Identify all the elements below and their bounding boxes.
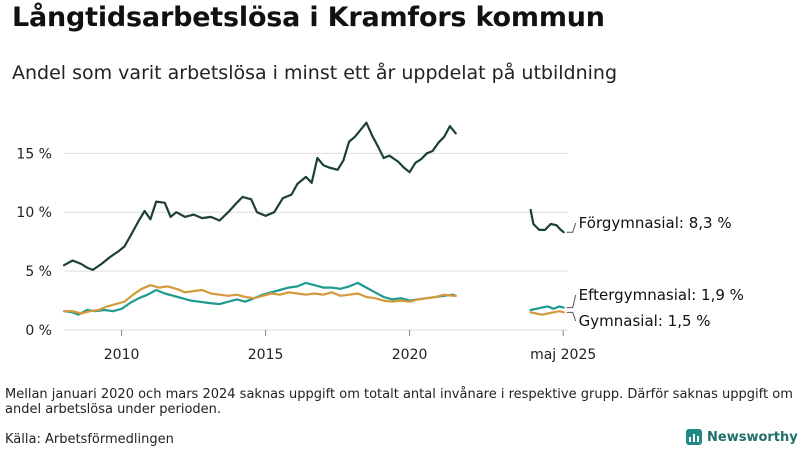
y-tick-label: 10 % xyxy=(16,205,52,221)
x-tick-label: maj 2025 xyxy=(530,347,596,363)
series-line-förgymnasial xyxy=(62,121,457,271)
series-line-eftergymnasial xyxy=(62,281,457,316)
x-tick-label: 2020 xyxy=(392,347,428,363)
brand-logo[interactable]: Newsworthy xyxy=(686,429,798,445)
series-line-förgymnasial xyxy=(529,208,565,234)
y-tick-label: 0 % xyxy=(25,323,52,339)
label-leader xyxy=(566,294,577,309)
chart-subtitle: Andel som varit arbetslösa i minst ett å… xyxy=(12,62,618,84)
series-label: Förgymnasial: 8,3 % xyxy=(579,214,732,232)
label-leader xyxy=(566,222,577,233)
chart-title: Långtidsarbetslösa i Kramfors kommun xyxy=(12,2,605,33)
y-tick-label: 5 % xyxy=(25,264,52,280)
source-text: Källa: Arbetsförmedlingen xyxy=(5,432,174,447)
series-label: Gymnasial: 1,5 % xyxy=(579,312,711,330)
series-lines xyxy=(62,121,565,316)
series-line-gymnasial xyxy=(529,310,565,316)
y-tick-label: 15 % xyxy=(16,146,52,162)
brand-name: Newsworthy xyxy=(707,429,798,445)
x-tick-label: 2010 xyxy=(104,347,140,363)
series-line-eftergymnasial xyxy=(529,305,565,312)
series-label: Eftergymnasial: 1,9 % xyxy=(579,286,744,304)
x-tick-label: 2015 xyxy=(248,347,284,363)
series-labels: Förgymnasial: 8,3 % Eftergymnasial: 1,9 %… xyxy=(566,214,744,330)
gridlines xyxy=(64,152,568,331)
footnote: Mellan januari 2020 och mars 2024 saknas… xyxy=(5,387,793,417)
series-line-gymnasial xyxy=(62,284,457,315)
axes: 0 % 5 % 10 % 15 % 2010 2015 2020 maj 2025 xyxy=(16,146,596,363)
bar-chart-icon xyxy=(686,429,702,445)
label-leader xyxy=(566,311,577,322)
